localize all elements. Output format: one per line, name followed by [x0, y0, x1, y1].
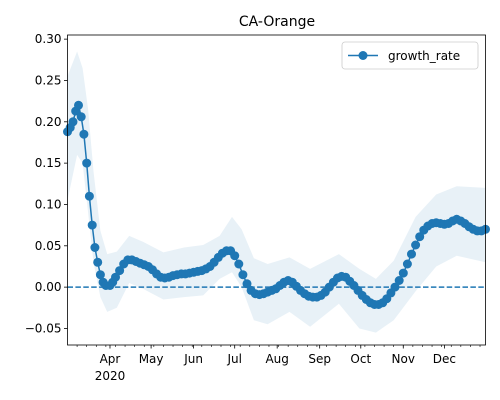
x-tick-label: Aug — [265, 352, 288, 366]
legend: growth_rate — [341, 41, 479, 70]
legend-label: growth_rate — [388, 49, 460, 63]
data-point — [111, 272, 120, 282]
data-point — [234, 259, 244, 269]
x-tick-label: Jun — [183, 352, 203, 366]
data-point — [394, 276, 404, 285]
data-point — [242, 279, 252, 289]
data-point — [115, 266, 125, 276]
x-tick-label: Dec — [433, 352, 456, 366]
y-tick-label: 0.15 — [35, 156, 62, 170]
y-tick-label: 0.20 — [35, 115, 62, 129]
confidence-band — [67, 51, 486, 333]
x-tick-label: Nov — [392, 352, 415, 366]
data-point — [398, 268, 408, 278]
legend-marker-sample — [358, 51, 368, 60]
x-axis: Apr May Jun Jul Aug Sep Oct Nov Dec 2020 — [76, 345, 481, 383]
data-point — [230, 251, 240, 261]
y-tick-label: 0.30 — [35, 32, 62, 46]
y-tick-label: 0.05 — [35, 239, 62, 253]
data-point — [76, 112, 86, 122]
y-tick-label: 0.25 — [35, 73, 62, 87]
plot-area — [63, 35, 490, 345]
x-tick-label: Oct — [350, 352, 371, 366]
data-point — [68, 117, 78, 127]
data-point — [74, 100, 83, 110]
x-tick-label: Sep — [308, 352, 331, 366]
chart-title: CA-Orange — [239, 14, 315, 30]
y-tick-label: −0.05 — [25, 321, 62, 335]
legend-box — [341, 41, 479, 70]
growth-rate-markers — [63, 100, 490, 309]
x-tick-label: Apr — [100, 352, 121, 366]
data-point — [90, 243, 100, 252]
y-tick-label: 0.00 — [35, 280, 62, 294]
x-tick-label: Jul — [226, 352, 241, 366]
data-point — [415, 232, 425, 242]
data-point — [87, 220, 97, 230]
axes-background — [67, 35, 486, 345]
data-point — [390, 282, 400, 292]
data-point — [402, 259, 412, 269]
x-tick-label: May — [139, 352, 164, 366]
y-tick-label: 0.10 — [35, 197, 62, 211]
data-point — [407, 249, 416, 259]
axes-frame — [67, 34, 486, 346]
data-point — [95, 270, 105, 280]
data-point — [411, 240, 421, 250]
y-axis: −0.05 0.00 0.05 0.10 0.15 0.20 0.25 0.30 — [25, 32, 68, 335]
data-point — [238, 270, 248, 280]
data-point — [93, 257, 103, 267]
data-point — [84, 191, 94, 201]
x-year-label: 2020 — [95, 369, 126, 383]
data-point — [82, 158, 92, 168]
data-point — [79, 129, 89, 139]
